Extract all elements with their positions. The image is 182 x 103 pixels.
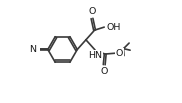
Text: O: O bbox=[116, 49, 123, 57]
Text: O: O bbox=[88, 7, 96, 16]
Text: OH: OH bbox=[107, 23, 121, 32]
Text: HN: HN bbox=[89, 51, 103, 60]
Text: O: O bbox=[100, 67, 108, 76]
Text: N: N bbox=[29, 45, 36, 54]
